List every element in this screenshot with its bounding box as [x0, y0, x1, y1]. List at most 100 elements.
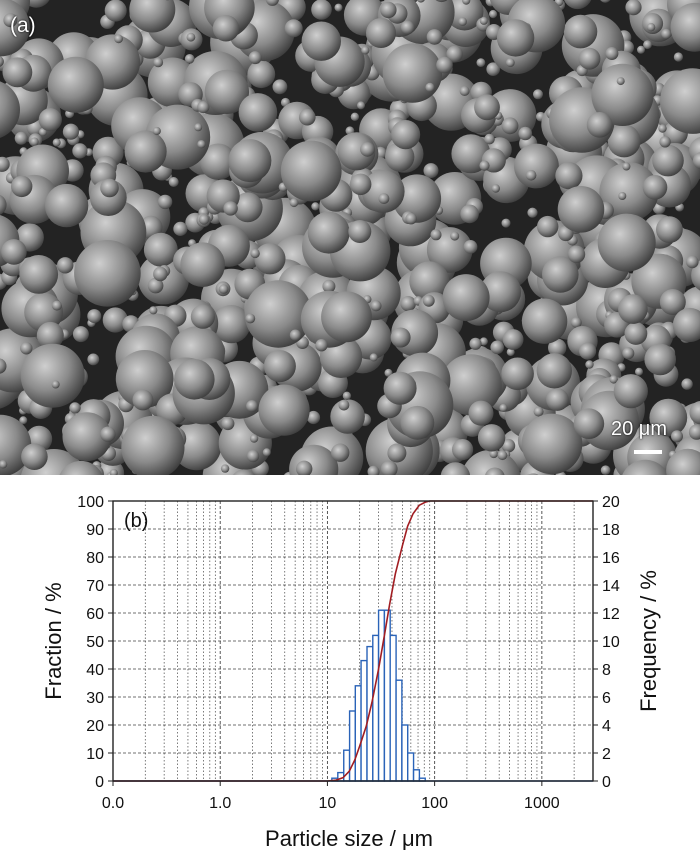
powder-particle: [69, 402, 81, 414]
powder-particle: [223, 201, 238, 216]
powder-particle: [452, 439, 474, 461]
powder-particle: [521, 298, 568, 344]
powder-particle: [370, 300, 382, 312]
histogram-bar: [412, 769, 421, 782]
powder-particle: [20, 343, 85, 408]
powder-particle: [476, 58, 486, 67]
y-tick-label-right: 6: [602, 690, 611, 707]
powder-particle: [180, 242, 225, 287]
powder-particle: [625, 0, 642, 16]
powder-particle: [262, 448, 271, 457]
powder-particle: [147, 277, 164, 294]
powder-particle: [652, 144, 684, 177]
powder-particle: [337, 132, 376, 171]
y-tick-label-right: 20: [602, 494, 620, 511]
powder-particle: [497, 450, 508, 461]
powder-particle: [132, 389, 154, 411]
powder-particle: [579, 342, 597, 360]
powder-particle: [218, 284, 229, 294]
y-axis-right-label: Frequency / %: [636, 570, 661, 712]
powder-particle: [578, 47, 601, 70]
powder-particle: [11, 175, 33, 198]
powder-particle: [248, 51, 262, 65]
powder-particle: [460, 204, 479, 224]
powder-particle: [321, 291, 372, 343]
y-tick-label-left: 70: [86, 578, 104, 595]
powder-particle: [686, 255, 699, 269]
powder-particle: [338, 399, 350, 411]
powder-particle: [642, 175, 668, 200]
powder-particle: [19, 255, 59, 294]
powder-particle: [400, 296, 416, 312]
powder-particle: [20, 342, 33, 355]
axis-ticks: 0102030405060708090100024681012141618200…: [77, 494, 620, 812]
powder-particle: [563, 14, 598, 49]
powder-particle: [315, 339, 328, 352]
y-tick-label-left: 10: [86, 746, 104, 763]
powder-particle: [688, 424, 700, 440]
y-tick-label-left: 0: [95, 774, 104, 791]
powder-particle: [649, 398, 688, 437]
powder-particle: [501, 117, 519, 135]
powder-particle: [474, 94, 500, 121]
powder-particle: [357, 101, 365, 110]
x-tick-label: 100: [421, 795, 448, 812]
histogram-bars: [113, 609, 593, 782]
powder-particle: [44, 183, 89, 228]
powder-particle: [436, 56, 453, 74]
y-tick-label-left: 80: [86, 550, 104, 567]
y-tick-label-left: 50: [86, 634, 104, 651]
powder-particle: [114, 34, 123, 44]
powder-particle: [382, 43, 443, 103]
y-tick-label-left: 100: [77, 494, 104, 511]
scale-bar: [634, 450, 662, 454]
y-tick-label-right: 2: [602, 746, 611, 763]
powder-particle: [307, 211, 350, 254]
powder-particle: [366, 18, 396, 48]
powder-particle: [506, 348, 515, 357]
powder-particle: [670, 2, 700, 52]
powder-particle: [152, 126, 161, 136]
y-tick-label-right: 12: [602, 606, 620, 623]
powder-particle: [100, 178, 119, 198]
powder-particle: [367, 465, 380, 475]
powder-particle: [197, 101, 210, 114]
powder-particles: [0, 0, 700, 475]
powder-particle: [306, 410, 321, 425]
powder-particle: [87, 309, 102, 324]
y-tick-label-left: 30: [86, 690, 104, 707]
powder-particle: [521, 413, 583, 475]
powder-particle: [74, 239, 141, 307]
powder-particle: [238, 93, 278, 132]
powder-particle: [212, 305, 251, 344]
powder-particle: [174, 359, 215, 400]
cumulative-curve: [113, 500, 593, 782]
powder-particle: [38, 108, 62, 132]
panel-b-label: (b): [124, 510, 148, 532]
y-tick-label-right: 4: [602, 718, 611, 735]
powder-particle: [599, 162, 659, 222]
powder-particle: [692, 152, 700, 169]
powder-particle: [660, 68, 700, 134]
powder-particle: [198, 214, 210, 225]
powder-particle: [378, 193, 390, 205]
powder-particle: [546, 388, 569, 411]
powder-particle: [0, 194, 7, 215]
powder-particle: [102, 307, 128, 333]
powder-particle: [246, 400, 258, 412]
powder-particle: [349, 173, 372, 196]
powder-particle: [671, 430, 683, 443]
powder-particle: [186, 32, 196, 42]
powder-particle: [468, 400, 494, 426]
powder-particle: [284, 19, 303, 38]
powder-particle: [400, 405, 435, 440]
powder-particle: [2, 57, 33, 88]
powder-particle: [30, 137, 39, 146]
powder-particle: [47, 56, 104, 113]
powder-particle: [21, 443, 48, 471]
powder-particle: [52, 138, 61, 147]
powder-particle: [672, 307, 700, 343]
powder-particle: [514, 143, 559, 189]
y-tick-label-right: 10: [602, 634, 620, 651]
powder-particle: [446, 45, 463, 63]
